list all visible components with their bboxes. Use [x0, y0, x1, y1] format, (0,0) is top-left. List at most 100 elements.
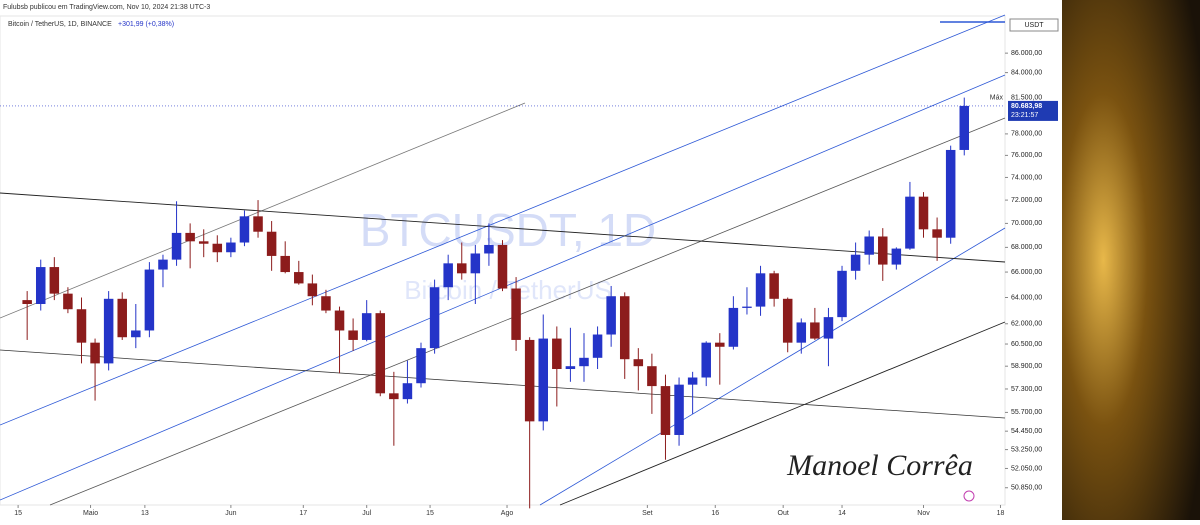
- candle-body: [864, 236, 874, 255]
- candle-body: [429, 287, 440, 349]
- candle-body: [131, 330, 141, 338]
- candle-body: [144, 269, 155, 331]
- y-tick-label: 54.450,00: [1011, 428, 1042, 435]
- candle-body: [171, 232, 182, 260]
- candle-body: [959, 105, 970, 150]
- last-price-label: 80.683,98: [1011, 103, 1042, 110]
- candle-body: [619, 296, 630, 360]
- candle-body: [185, 232, 195, 242]
- x-tick-label: 14: [838, 510, 846, 517]
- candle-body: [905, 196, 915, 249]
- x-tick-label: 18: [997, 510, 1005, 517]
- candle-body: [810, 322, 820, 339]
- candle-body: [49, 267, 60, 294]
- candle-body: [226, 242, 236, 253]
- candle-body: [837, 270, 847, 318]
- y-tick-label: 57.300,00: [1011, 386, 1042, 393]
- x-tick-label: 17: [299, 510, 307, 517]
- candle-body: [932, 229, 942, 238]
- candle-body: [769, 273, 779, 299]
- last-price-box: [1008, 100, 1058, 121]
- candle-body: [212, 243, 223, 253]
- candle-body: [103, 298, 114, 364]
- y-tick-label: 70.000,00: [1011, 220, 1042, 227]
- y-tick-label: 76.000,00: [1011, 152, 1042, 159]
- candle-body: [511, 288, 521, 340]
- candle-body: [63, 293, 73, 310]
- trend-line: [0, 349, 1006, 419]
- candle-body: [375, 313, 386, 394]
- x-tick-label: Ago: [501, 510, 514, 517]
- candle-body: [878, 236, 888, 265]
- candle-body: [592, 334, 603, 358]
- candle-body: [198, 241, 209, 244]
- signature: Manoel Corrêa: [786, 449, 973, 482]
- y-tick-label: 84.000,00: [1011, 69, 1042, 76]
- x-tick-label: Jul: [362, 510, 371, 517]
- trend-line: [0, 14, 1006, 426]
- candle-body: [742, 306, 752, 308]
- max-label-box: [1008, 92, 1058, 103]
- candle-body: [945, 149, 956, 238]
- candle-body: [35, 267, 46, 305]
- candle-body: [253, 216, 263, 232]
- candle-body: [402, 383, 413, 400]
- candle-body: [416, 348, 426, 384]
- candle-body: [158, 259, 168, 270]
- candle-body: [606, 296, 616, 335]
- candle-body: [294, 272, 304, 284]
- y-tick-label: 66.000,00: [1011, 269, 1042, 276]
- candle-body: [117, 298, 127, 338]
- legend: Bitcoin / TetherUS, 1D, BINANCE: [8, 21, 112, 28]
- candle-body: [891, 248, 902, 265]
- x-tick-label: 13: [141, 510, 149, 517]
- y-tick-label: 74.000,00: [1011, 174, 1042, 181]
- trend-line: [539, 227, 1006, 506]
- candle-body: [850, 254, 861, 271]
- x-tick-label: 15: [426, 510, 434, 517]
- currency-box: [1009, 18, 1059, 32]
- candle-body: [918, 196, 929, 230]
- trend-lines: [0, 14, 1006, 506]
- x-tick-label: Nov: [917, 510, 930, 517]
- candle-body: [715, 342, 725, 347]
- y-tick-label: 64.000,00: [1011, 294, 1042, 301]
- candle-body: [22, 300, 32, 305]
- candle-body: [90, 342, 100, 364]
- candle-body: [524, 339, 535, 422]
- candle-body: [497, 244, 508, 289]
- logo-icon: [963, 490, 975, 502]
- candle-body: [76, 309, 87, 343]
- candle-body: [443, 263, 453, 288]
- y-tick-label: 53.250,00: [1011, 446, 1042, 453]
- trend-line: [559, 321, 1006, 506]
- y-tick-label: 78.000,00: [1011, 131, 1042, 138]
- header: Fulubsb publicou em TradingView.com, Nov…: [3, 4, 210, 11]
- change: +301,99 (+0,38%): [118, 21, 174, 28]
- candle-body: [701, 342, 711, 378]
- x-tick-label: Out: [778, 510, 789, 517]
- candle-body: [660, 386, 671, 435]
- candle-body: [266, 231, 277, 256]
- candle-body: [796, 322, 807, 343]
- x-tick-label: Set: [642, 510, 653, 517]
- candle-body: [674, 384, 684, 435]
- y-tick-label: 60.500,00: [1011, 341, 1042, 348]
- candle-body: [470, 253, 481, 274]
- candle-body: [728, 307, 739, 347]
- candle-body: [307, 283, 318, 297]
- y-tick-label: 68.000,00: [1011, 244, 1042, 251]
- y-tick-label: 62.000,00: [1011, 321, 1042, 328]
- candle-body: [687, 377, 698, 385]
- max-label: 81.500,00: [1011, 94, 1042, 101]
- candle-body: [823, 317, 834, 339]
- countdown: 23:21:57: [1011, 112, 1038, 119]
- candle-body: [348, 330, 358, 340]
- y-tick-label: 50.850,00: [1011, 485, 1042, 492]
- trend-line: [0, 102, 526, 319]
- candle-body: [239, 216, 250, 243]
- x-tick-label: 15: [14, 510, 22, 517]
- candle-body: [484, 244, 494, 254]
